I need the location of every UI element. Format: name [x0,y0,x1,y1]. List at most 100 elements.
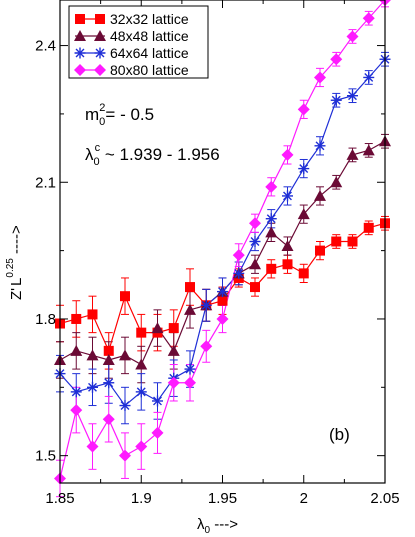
data-point [185,282,195,293]
y-axis-ticks: 1.5 1.8 2.1 2.4 [35,38,385,465]
data-point [314,189,326,201]
x-tick-label: 2.05 [370,490,399,507]
data-point [87,381,98,393]
legend-marker [75,14,85,24]
y-axis-label: Z'L0.25 ----> [5,225,25,300]
x-tick-label: 1.9 [131,490,152,507]
data-point [362,144,375,156]
data-point [152,395,163,407]
data-point [250,282,260,293]
series-markers [54,0,391,485]
data-point [346,30,359,43]
data-point [217,295,228,306]
legend-label: 48x48 lattice [110,28,189,44]
legend-box [68,5,209,79]
y-tick-label: 2.1 [35,174,56,191]
x-axis-ticks: 1.85 1.9 1.95 2 2.05 [45,0,400,507]
data-point [184,303,196,315]
data-point [200,299,212,311]
legend-marker [74,47,86,59]
data-point [314,71,326,84]
data-point [151,426,164,439]
data-point [167,376,180,389]
x-axis-label: λ0 ---> [197,516,238,536]
x-tick-label: 1.85 [45,490,74,507]
legend-marker [94,47,106,59]
data-point [315,245,325,256]
x-tick-label: 2 [300,490,308,507]
data-point [136,327,147,338]
data-point [297,208,310,220]
annotation-mass: m02= - 0.5 [85,102,154,128]
data-point [119,449,131,462]
data-point [282,259,293,270]
data-point [297,103,310,116]
data-point [120,291,130,302]
data-point [331,236,342,247]
data-point [119,400,131,412]
data-point [71,313,82,324]
data-point [330,53,343,66]
data-point [265,180,278,193]
data-point [346,148,359,160]
data-point [314,140,326,152]
data-point [216,312,229,325]
data-point [330,94,342,106]
data-point [87,309,98,320]
data-point [265,213,277,225]
legend-marker [95,14,105,24]
data-point [135,386,147,398]
data-point [103,345,114,356]
panel-label: (b) [329,425,350,444]
data-point [119,349,131,361]
data-point [70,386,82,398]
data-point [298,163,310,175]
data-point [86,440,99,453]
data-point [70,404,83,417]
data-point [184,376,196,389]
data-point [281,240,294,252]
data-point [347,236,358,247]
data-point [281,148,294,161]
y-tick-label: 1.8 [35,311,56,328]
data-point [184,363,196,375]
data-point [363,71,375,83]
data-point [330,176,343,188]
y-tick-label: 1.5 [35,448,56,465]
legend-marker [74,64,86,76]
data-point [347,90,358,102]
data-point [282,190,293,202]
data-point [168,323,179,334]
data-point [151,322,164,334]
y-tick-label: 2.4 [35,38,56,55]
data-point [200,340,213,353]
data-point [266,263,277,274]
data-point [86,349,99,361]
data-point [102,413,115,426]
data-point [249,236,261,247]
data-point [249,217,261,230]
data-point [249,258,261,270]
data-point [298,268,309,279]
data-point [363,222,374,233]
data-point [362,12,375,25]
legend-label: 32x32 lattice [110,11,189,27]
legend-label: 80x80 lattice [110,62,189,78]
data-point [232,249,245,262]
legend-marker [94,30,106,41]
data-point [167,344,180,356]
annotation-critical-lambda: λ0c ~ 1.939 - 1.956 [85,142,220,168]
data-point [233,267,245,279]
data-point [103,377,115,389]
data-point [102,353,115,365]
data-point [217,286,228,298]
legend-label: 64x64 lattice [110,45,189,61]
data-point [135,440,148,453]
legend-marker [94,64,106,76]
data-point [265,226,278,238]
data-point [70,344,83,356]
data-point [135,358,148,370]
legend-marker [74,30,86,41]
